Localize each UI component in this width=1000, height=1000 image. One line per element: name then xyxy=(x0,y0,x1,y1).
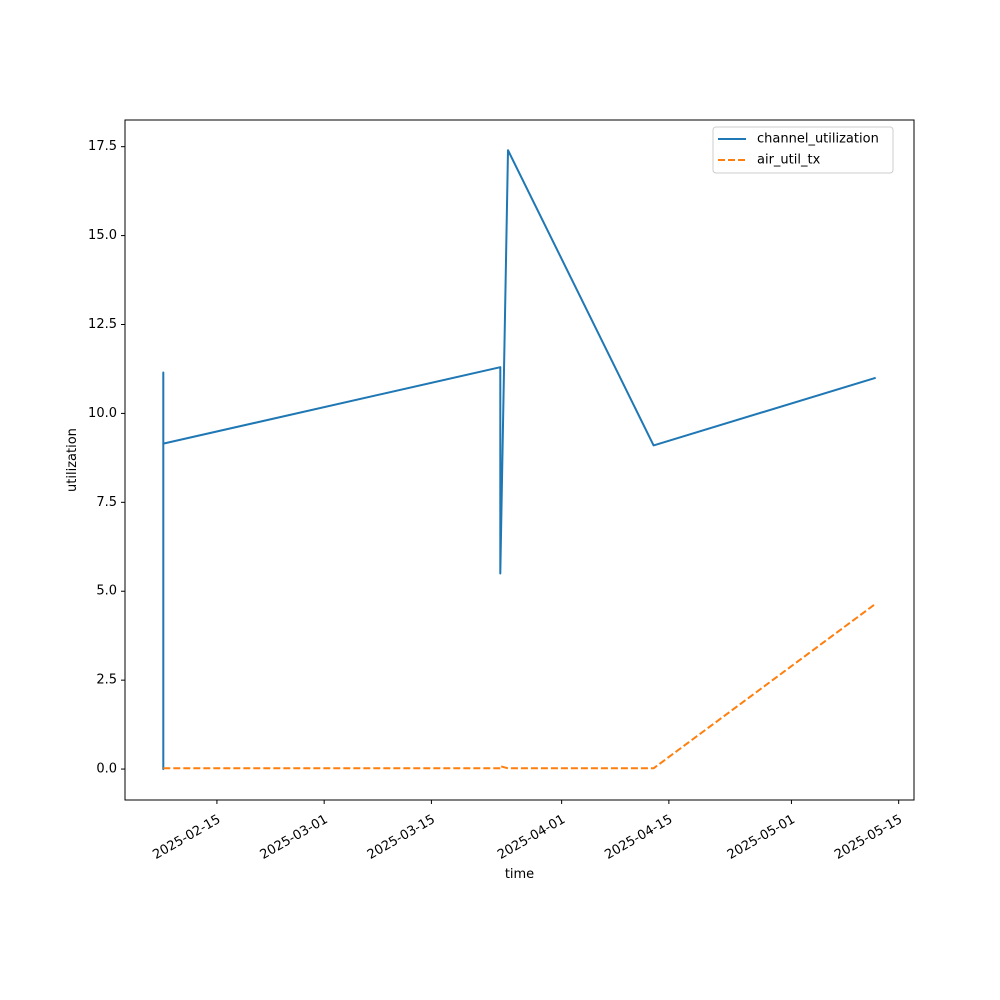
y-axis-label: utilization xyxy=(65,428,80,492)
x-tick-label: 2025-04-15 xyxy=(602,812,675,863)
x-tick-label: 2025-02-15 xyxy=(150,812,223,863)
x-tick-label: 2025-05-15 xyxy=(832,812,905,863)
y-tick-label: 0.0 xyxy=(96,762,117,777)
y-tick-label: 15.0 xyxy=(88,228,117,243)
series-line-channel-utilization xyxy=(162,149,876,771)
y-tick-label: 7.5 xyxy=(96,495,117,510)
legend-box xyxy=(712,126,894,174)
y-tick-label: 12.5 xyxy=(88,317,117,332)
legend-label-air-util-tx: air_util_tx xyxy=(757,153,821,168)
x-tick-label: 2025-03-15 xyxy=(365,812,438,863)
series-line-air-util-tx xyxy=(163,602,877,770)
y-tick-label: 17.5 xyxy=(88,139,117,154)
x-axis: 2025-02-15 2025-03-01 2025-03-15 2025-04-01… xyxy=(150,800,905,863)
y-axis: 0.0 2.5 5.0 7.5 10.0 12.5 15.0 17.5 xyxy=(88,139,125,777)
y-tick-label: 10.0 xyxy=(88,406,117,421)
x-tick-label: 2025-03-01 xyxy=(258,812,331,863)
y-tick-label: 5.0 xyxy=(96,584,117,599)
legend: channel_utilization air_util_tx xyxy=(712,126,894,174)
y-tick-label: 2.5 xyxy=(96,673,117,688)
x-tick-label: 2025-05-01 xyxy=(725,812,798,863)
series-layer xyxy=(162,149,877,771)
legend-label-channel-utilization: channel_utilization xyxy=(757,132,879,147)
x-axis-label: time xyxy=(505,867,534,882)
x-tick-label: 2025-04-01 xyxy=(495,812,568,863)
axes-frame xyxy=(124,119,915,801)
